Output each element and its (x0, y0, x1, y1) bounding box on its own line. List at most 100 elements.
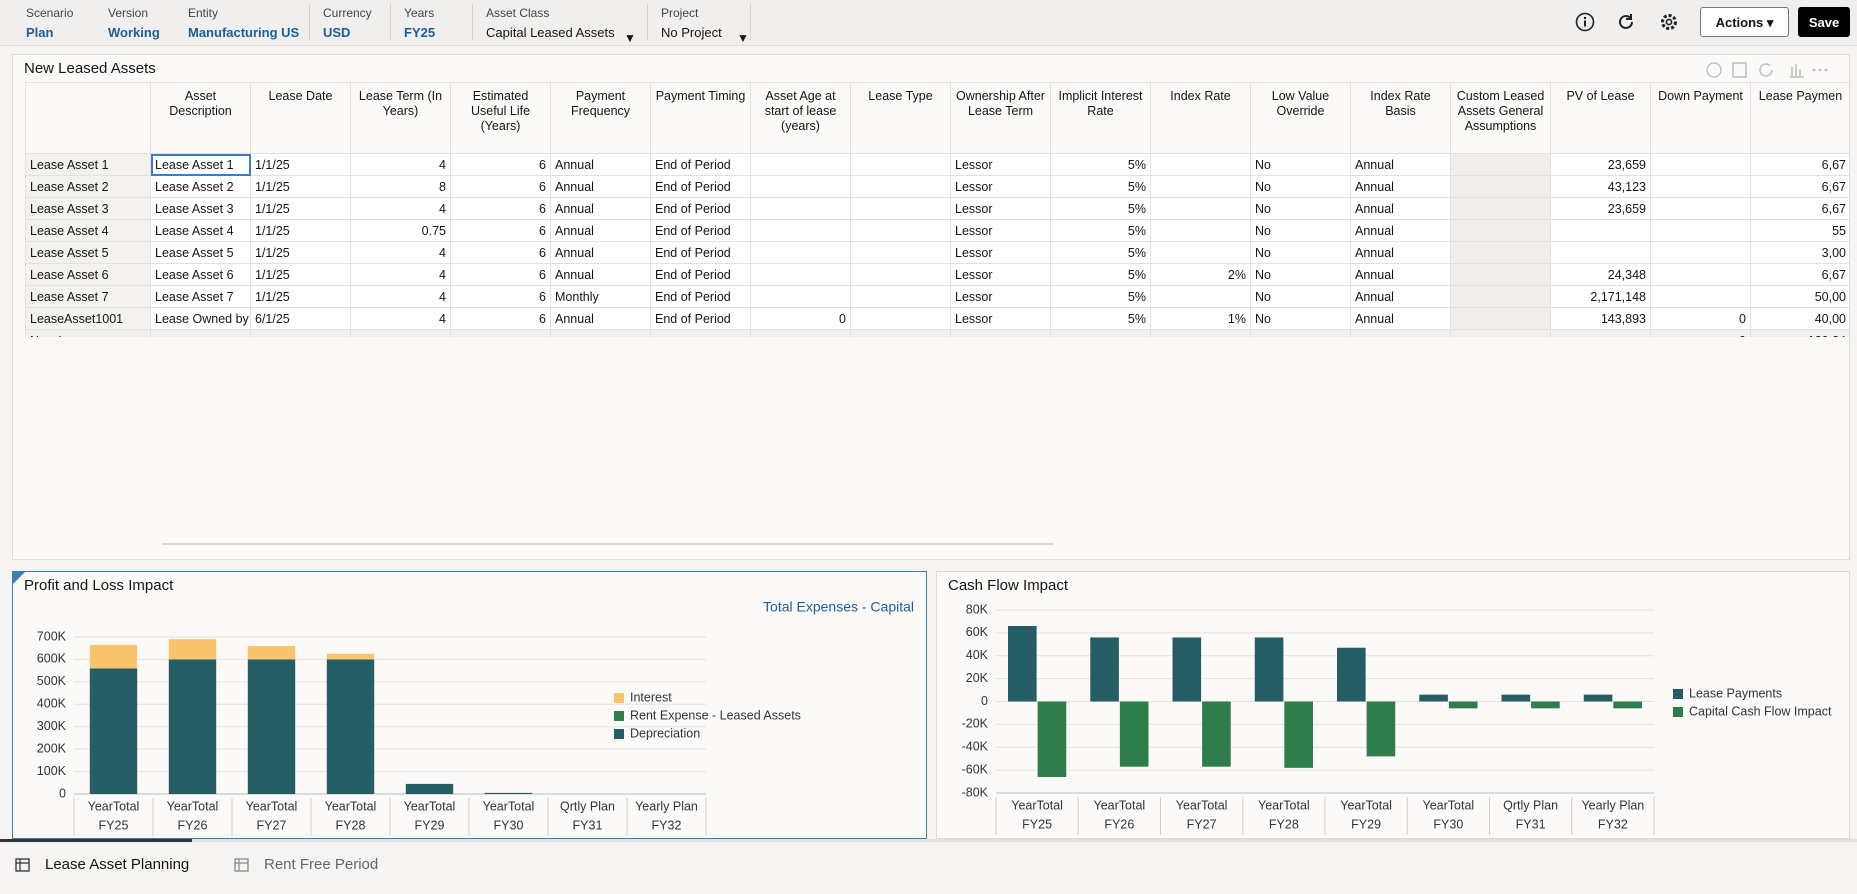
grid-cell[interactable] (750, 329, 851, 337)
grid-cell[interactable] (1150, 329, 1251, 337)
grid-cell[interactable]: Lease Asset 2 (150, 175, 251, 198)
grid-cell[interactable]: 1/1/25 (250, 241, 351, 264)
grid-cell[interactable]: 6 (450, 241, 551, 264)
grid-cell[interactable]: Annual (550, 175, 651, 198)
grid-cell[interactable]: 5% (1050, 263, 1151, 286)
grid-cell[interactable]: 23,659 (1550, 197, 1651, 220)
grid-cell[interactable]: 4 (350, 197, 451, 220)
grid-cell[interactable]: 0 (750, 307, 851, 330)
grid-cell[interactable]: 6,67 (1750, 263, 1849, 286)
grid-cell[interactable] (350, 329, 451, 337)
grid-cell[interactable]: 6 (450, 175, 551, 198)
info-icon[interactable] (1575, 12, 1595, 32)
grid-cell[interactable]: 2,171,148 (1550, 285, 1651, 308)
pov-item[interactable]: Project No Project ▼ (661, 6, 749, 45)
grid-cell[interactable]: Annual (1350, 285, 1451, 308)
grid-cell[interactable] (1450, 175, 1551, 198)
grid-cell[interactable] (1250, 329, 1351, 337)
grid-cell[interactable]: No (1250, 219, 1351, 242)
grid-cell[interactable]: 4 (350, 263, 451, 286)
grid-cell[interactable]: 50,00 (1750, 285, 1849, 308)
grid-cell[interactable]: Annual (1350, 153, 1451, 176)
grid-cell[interactable]: No (1250, 285, 1351, 308)
grid-cell[interactable]: Lessor (950, 197, 1051, 220)
grid-cell[interactable]: 6/1/25 (250, 307, 351, 330)
grid-cell[interactable]: 4 (350, 241, 451, 264)
grid-cell[interactable]: Annual (1350, 241, 1451, 264)
grid-cell[interactable]: 1/1/25 (250, 197, 351, 220)
grid-cell[interactable]: 1/1/25 (250, 175, 351, 198)
grid-cell[interactable]: 1/1/25 (250, 263, 351, 286)
grid-cell[interactable] (850, 241, 951, 264)
grid-cell[interactable]: Annual (550, 219, 651, 242)
grid-cell[interactable] (1650, 241, 1751, 264)
grid-cell[interactable] (1450, 285, 1551, 308)
grid-cell[interactable]: 6,67 (1750, 197, 1849, 220)
grid-cell[interactable]: 6 (450, 285, 551, 308)
grid-cell[interactable]: Annual (1350, 307, 1451, 330)
grid-cell[interactable]: Lessor (950, 241, 1051, 264)
grid-cell[interactable]: End of Period (650, 153, 751, 176)
grid-cell[interactable]: 5% (1050, 175, 1151, 198)
save-button[interactable]: Save (1798, 7, 1850, 37)
grid-cell[interactable]: 5% (1050, 241, 1151, 264)
grid-cell[interactable]: Lease Asset 4 (150, 219, 251, 242)
grid-cell[interactable]: 2% (1150, 263, 1251, 286)
grid-cell[interactable]: End of Period (650, 263, 751, 286)
grid-cell[interactable] (1650, 219, 1751, 242)
grid-cell[interactable] (750, 241, 851, 264)
grid-cell[interactable] (1650, 197, 1751, 220)
grid-cell[interactable]: 43,123 (1550, 175, 1651, 198)
grid-cell[interactable]: 6 (450, 219, 551, 242)
grid-cell[interactable]: No (1250, 197, 1351, 220)
grid-cell[interactable]: Annual (1350, 175, 1451, 198)
grid-cell[interactable]: 6 (450, 263, 551, 286)
grid-cell[interactable] (750, 197, 851, 220)
grid-cell[interactable]: Annual (1350, 219, 1451, 242)
grid-cell[interactable]: No (1250, 263, 1351, 286)
grid-cell[interactable]: Lessor (950, 175, 1051, 198)
grid-cell[interactable] (850, 329, 951, 337)
grid-cell[interactable]: Lease Asset 5 (150, 241, 251, 264)
grid-cell[interactable]: 6 (450, 153, 551, 176)
grid-cell[interactable]: Lease Asset 1 (150, 153, 251, 176)
grid-cell[interactable] (1550, 329, 1651, 337)
grid-cell[interactable] (1650, 263, 1751, 286)
grid-cell[interactable] (1150, 197, 1251, 220)
grid-cell[interactable]: 143,893 (1550, 307, 1651, 330)
grid-cell[interactable]: End of Period (650, 197, 751, 220)
grid-cell[interactable] (1350, 329, 1451, 337)
grid-cell[interactable] (1550, 241, 1651, 264)
actions-button[interactable]: Actions ▾ (1700, 7, 1789, 37)
grid-cell[interactable] (1450, 219, 1551, 242)
grid-cell[interactable]: No (1250, 175, 1351, 198)
grid-cell[interactable]: End of Period (650, 307, 751, 330)
grid-cell[interactable]: 1/1/25 (250, 219, 351, 242)
grid-cell[interactable]: 23,659 (1550, 153, 1651, 176)
grid-cell[interactable]: Annual (1350, 197, 1451, 220)
grid-cell[interactable]: 5% (1050, 197, 1151, 220)
grid-cell[interactable]: 6,67 (1750, 153, 1849, 176)
grid-cell[interactable] (250, 329, 351, 337)
grid-cell[interactable] (750, 285, 851, 308)
grid-cell[interactable] (1150, 241, 1251, 264)
grid-cell[interactable]: Monthly (550, 285, 651, 308)
grid-cell[interactable]: 0 (1650, 307, 1751, 330)
grid-cell[interactable] (1450, 329, 1551, 337)
grid-cell[interactable]: Lease Asset 6 (150, 263, 251, 286)
grid-cell[interactable]: End of Period (650, 241, 751, 264)
grid-cell[interactable]: 5% (1050, 153, 1151, 176)
grid-cell[interactable]: 1/1/25 (250, 285, 351, 308)
grid-cell[interactable]: Lease Asset 3 (150, 197, 251, 220)
refresh-icon[interactable] (1616, 12, 1636, 32)
grid-cell[interactable]: 5% (1050, 307, 1151, 330)
grid-cell[interactable]: 4 (350, 285, 451, 308)
pov-item[interactable]: Asset Class Capital Leased Assets ▼ (486, 6, 636, 45)
grid-cell[interactable] (1150, 175, 1251, 198)
grid-cell[interactable] (1150, 153, 1251, 176)
grid-cell[interactable] (850, 219, 951, 242)
grid-cell[interactable]: 6 (450, 307, 551, 330)
grid-cell[interactable]: 24,348 (1550, 263, 1651, 286)
grid-cell[interactable]: 5% (1050, 219, 1151, 242)
grid-cell[interactable] (1050, 329, 1151, 337)
